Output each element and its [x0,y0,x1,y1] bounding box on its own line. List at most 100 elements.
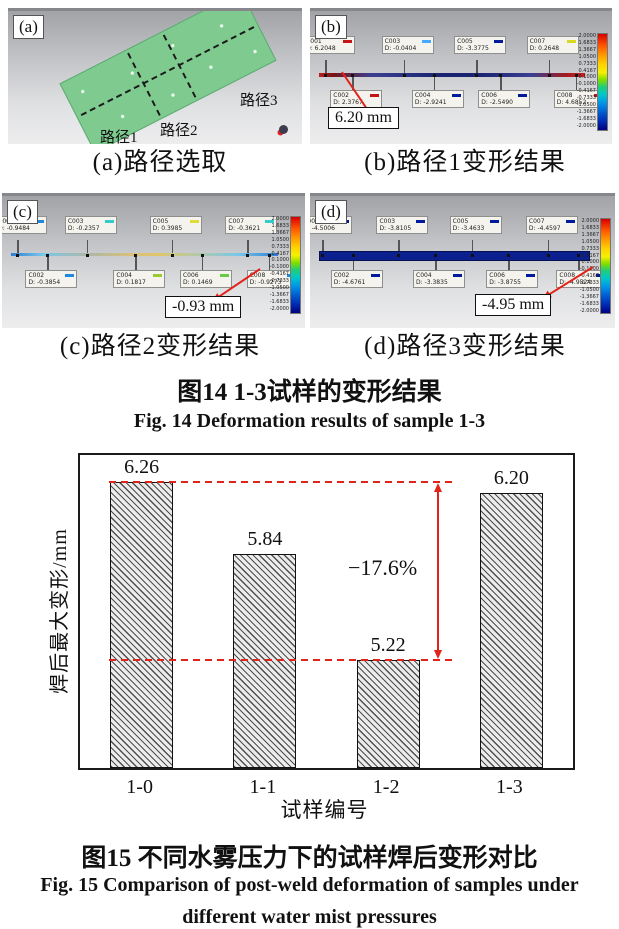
marker-dropline [352,77,354,90]
marker-displacement-value: D: 6.2048 [310,45,336,52]
marker-dropline [325,60,327,73]
measurement-label-C006: C006 D: 0.1469 [179,270,232,288]
marker-color-swatch-icon [489,220,499,223]
marker-displacement-value: D: -0.3854 [28,279,61,286]
panel-c-caption: (c)路径2变形结果 [59,333,261,360]
path3-deformation-beam [319,251,590,261]
measurement-label-C006: C006 D: -2.5490 [478,90,531,108]
panel-c-tag: (c) [7,200,38,224]
marker-id-text: C002 [28,272,45,279]
marker-id-text: C007 [228,218,245,225]
marker-displacement-value: D: 4.6852 [556,99,587,106]
marker-color-swatch-icon [343,40,353,43]
beam-node [351,254,355,257]
bar-chart: 6.26 5.84 5.22 6.20 −17.6% 试样编号 1-0 1-1 1-2 1-3 [78,453,575,833]
beam-node [46,254,50,257]
measurement-label-C004: C004 D: -3.3835 [413,270,466,288]
path2-dashed-line [162,34,197,98]
marker-dropline [268,257,271,270]
reference-dashed-line [109,658,454,662]
marker-id-text: C008 [249,272,266,279]
marker-id-text: C006 [489,272,505,279]
bar-value-label: 5.84 [247,528,283,551]
panel-d-colorbar: 2.0000 1.6833 1.3667 1.0500 0.7333 0.416… [580,218,611,314]
marker-displacement-value: D: -3.8105 [379,225,412,232]
marker-displacement-value: D: -0.2357 [67,225,100,232]
beam-node [499,74,503,77]
marker-id-text: C006 [481,92,497,99]
panel-c-annotation: -0.93 mm [165,296,242,318]
beam-node [434,254,438,257]
path1-deformation-beam [319,73,585,77]
beam-node [475,74,479,77]
marker-dropline [547,240,550,253]
marker-id-text: C001 [310,38,322,45]
bar-1-0 [110,482,174,768]
figure14-caption-zh: 图14 1-3试样的变形结果 [177,379,442,406]
beam-node [200,254,204,257]
measurement-label-C007: C007 D: 0.2648 [526,36,579,54]
marker-dropline [322,240,324,253]
bar-1-3 [479,492,543,768]
colorbar-tick-labels: 2.0000 1.6833 1.3667 1.0500 0.7333 0.416… [579,218,599,314]
plot-area: 6.26 5.84 5.22 6.20 −17.6% [78,453,575,770]
marker-dropline [403,60,406,73]
marker-dropline [135,257,137,270]
marker-id-text: C002 [333,272,350,279]
delta-arrow [433,483,442,660]
marker-color-swatch-icon [565,220,575,223]
marker-displacement-value: D: -0.3621 [228,225,261,232]
figure14-caption-en: Fig. 14 Deformation results of sample 1-… [133,410,486,432]
beam-node [134,254,138,257]
beam-node [351,74,355,77]
measurement-label-C004: C004 D: -2.9241 [411,90,464,108]
marker-dropline [435,257,437,270]
marker-displacement-value: D: -0.0404 [384,45,417,52]
beam-node [267,254,271,257]
marker-dropline [398,240,400,253]
marker-id-text: C003 [384,38,401,45]
marker-dropline [86,240,89,253]
measurement-label-C005: C005 D: -3.3775 [454,36,507,54]
marker-displacement-value: D: -2.9241 [414,99,447,106]
figure15-caption-en-line2: different water mist pressures [182,906,437,928]
marker-id-text: C001 [310,218,319,225]
beam-node [577,254,581,257]
marker-dropline [508,257,510,270]
beam-node [170,254,174,257]
x-axis-label: 试样编号 [280,798,369,822]
marker-id-text: C007 [528,218,545,225]
bar-1-2 [356,660,420,768]
beam-node [546,254,550,257]
measurement-label-C002: C002 D: -4.6761 [330,270,383,288]
bar-value-label: 6.26 [124,456,160,479]
marker-displacement-value: D: 0.1817 [116,279,146,286]
marker-id-text: C005 [457,38,473,45]
panel-b-colorbar: 2.0000 1.6833 1.3667 1.0500 0.7333 0.416… [577,33,608,131]
marker-color-swatch-icon [416,220,426,223]
orbit-rotate-icon [279,125,288,134]
marker-dropline [575,77,578,90]
marker-dropline [47,257,49,270]
beam-node [432,74,436,77]
marker-color-swatch-icon [421,40,431,43]
beam-node [324,74,328,77]
measurement-label-C005: C005 D: 0.3985 [149,216,202,234]
path1-dashed-line [126,52,161,116]
marker-displacement-value: D: -4.9524 [559,279,592,286]
marker-displacement-value: D: 0.1469 [182,279,213,286]
panel-b-tag: (b) [315,15,347,39]
panel-d-tag: (d) [315,200,347,224]
beam-node [246,254,250,257]
marker-displacement-value: D: 0.2648 [529,45,560,52]
measurement-label-C006: C006 D: -3.8755 [486,270,539,288]
measurement-label-C003: C003 D: -0.0404 [381,36,434,54]
marker-dropline [17,240,19,253]
panel-b-caption: (b)路径1变形结果 [364,149,566,176]
bar-value-label: 5.22 [370,634,406,657]
